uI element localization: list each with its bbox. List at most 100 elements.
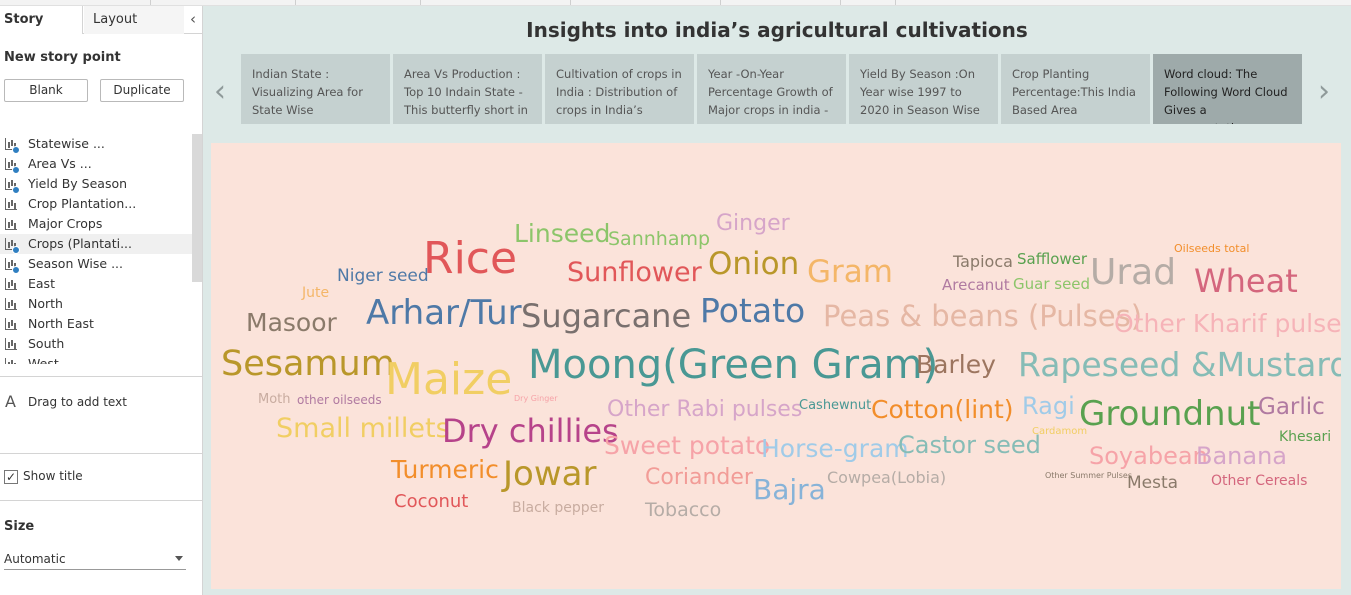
- word-cloud-word[interactable]: Maize: [385, 354, 513, 405]
- story-point-tab[interactable]: Area Vs Production : Top 10 Indain State…: [393, 54, 542, 124]
- word-cloud-word[interactable]: Cotton(lint): [871, 395, 1014, 424]
- word-cloud-word[interactable]: Moong(Green Gram): [528, 342, 939, 388]
- sheet-item[interactable]: West: [0, 354, 202, 364]
- word-cloud-word[interactable]: Bajra: [753, 473, 826, 506]
- previous-story-point-chevron-left-icon[interactable]: ‹: [214, 74, 226, 109]
- story-point-tab[interactable]: Indian State : Visualizing Area for Stat…: [241, 54, 390, 124]
- story-point-tab[interactable]: Cultivation of crops in India : Distribu…: [545, 54, 694, 124]
- story-point-tab[interactable]: Year -On-Year Percentage Growth of Major…: [697, 54, 846, 124]
- duplicate-button[interactable]: Duplicate: [100, 79, 184, 102]
- bar-chart-sheet-icon: [5, 278, 17, 290]
- word-cloud-word[interactable]: Garlic: [1258, 394, 1325, 420]
- bar-chart-sheet-icon: [5, 238, 17, 250]
- word-cloud-word[interactable]: Sweet potato: [604, 431, 771, 460]
- word-cloud-word[interactable]: Turmeric: [391, 455, 499, 484]
- word-cloud-word[interactable]: Tapioca: [953, 252, 1013, 271]
- sheet-item[interactable]: South: [0, 334, 202, 354]
- word-cloud-word[interactable]: Groundnut: [1079, 394, 1261, 434]
- word-cloud-word[interactable]: Coriander: [645, 465, 753, 490]
- word-cloud-word[interactable]: Guar seed: [1013, 275, 1091, 293]
- word-cloud-word[interactable]: Ragi: [1022, 392, 1075, 420]
- word-cloud-word[interactable]: Ginger: [716, 211, 790, 236]
- word-cloud-word[interactable]: Dry Ginger: [514, 394, 558, 403]
- sheet-list-scrollbar[interactable]: [192, 134, 202, 282]
- divider: [0, 500, 202, 501]
- word-cloud-word[interactable]: Moth: [258, 392, 291, 407]
- word-cloud-word[interactable]: Other Cereals: [1211, 473, 1308, 489]
- tab-layout[interactable]: Layout: [84, 6, 184, 34]
- blank-button[interactable]: Blank: [4, 79, 88, 102]
- word-cloud-word[interactable]: Other Summer Pulses: [1045, 471, 1132, 480]
- sheet-item-label: West: [28, 356, 59, 364]
- word-cloud-word[interactable]: Sugarcane: [521, 297, 692, 335]
- size-heading: Size: [4, 519, 35, 534]
- word-cloud-word[interactable]: Castor seed: [898, 431, 1041, 459]
- sheet-item[interactable]: Major Crops: [0, 214, 202, 234]
- sheet-item[interactable]: Yield By Season: [0, 174, 202, 194]
- word-cloud-word[interactable]: Arecanut: [942, 276, 1010, 294]
- story-point-navigator: Indian State : Visualizing Area for Stat…: [241, 54, 1307, 124]
- word-cloud-word[interactable]: Jowar: [503, 454, 597, 494]
- word-cloud-word[interactable]: Tobacco: [645, 499, 722, 521]
- sheet-item-label: Statewise ...: [28, 136, 105, 151]
- word-cloud-word[interactable]: Jute: [302, 285, 330, 301]
- sheet-item-label: Crop Plantation...: [28, 196, 137, 211]
- word-cloud-word[interactable]: Masoor: [246, 308, 337, 337]
- word-cloud-word[interactable]: Linseed: [514, 219, 611, 248]
- strip-tick: [840, 0, 841, 5]
- story-point-tab[interactable]: Word cloud: The Following Word Cloud Giv…: [1153, 54, 1302, 124]
- word-cloud-word[interactable]: Niger seed: [337, 266, 429, 286]
- word-cloud-word[interactable]: Cowpea(Lobia): [827, 468, 947, 487]
- word-cloud-word[interactable]: Safflower: [1017, 250, 1088, 268]
- word-cloud-word[interactable]: Barley: [916, 350, 996, 379]
- word-cloud-word[interactable]: Onion: [708, 246, 800, 282]
- sheet-item[interactable]: Season Wise ...: [0, 254, 202, 274]
- word-cloud-word[interactable]: Khesari: [1279, 429, 1332, 445]
- word-cloud-word[interactable]: Potato: [700, 291, 806, 330]
- story-canvas: Insights into india’s agricultural culti…: [203, 6, 1351, 595]
- word-cloud-word[interactable]: Horse-gram: [761, 434, 909, 463]
- word-cloud-word[interactable]: Cashewnut: [799, 398, 872, 413]
- collapse-pane-chevron-left-icon[interactable]: ‹: [190, 10, 196, 28]
- sheet-item[interactable]: Statewise ...: [0, 134, 202, 154]
- word-cloud-word[interactable]: Arhar/Tur: [366, 293, 522, 333]
- in-use-check-icon: [12, 186, 20, 194]
- word-cloud-word[interactable]: Sunflower: [567, 257, 702, 288]
- word-cloud-word[interactable]: Coconut: [394, 491, 469, 512]
- show-title-label[interactable]: Show title: [23, 469, 83, 483]
- show-title-checkbox[interactable]: ✓: [4, 470, 18, 484]
- word-cloud-word[interactable]: Other Rabi pulses: [607, 397, 803, 422]
- tab-story[interactable]: Story: [0, 6, 83, 34]
- next-story-point-chevron-right-icon[interactable]: ›: [1318, 74, 1330, 109]
- word-cloud-word[interactable]: Mesta: [1127, 473, 1179, 493]
- word-cloud-word[interactable]: Rice: [423, 233, 518, 284]
- drag-to-add-text[interactable]: Drag to add text: [28, 395, 127, 409]
- story-point-tab[interactable]: Yield By Season :On Year wise 1997 to 20…: [849, 54, 998, 124]
- sheet-item[interactable]: North East: [0, 314, 202, 334]
- word-cloud-word[interactable]: Black pepper: [512, 500, 604, 516]
- word-cloud-word[interactable]: Banana: [1196, 442, 1288, 470]
- word-cloud-word[interactable]: Oilseeds total: [1174, 242, 1250, 255]
- word-cloud-word[interactable]: Dry chillies: [442, 412, 619, 450]
- sheet-item[interactable]: Crop Plantation...: [0, 194, 202, 214]
- word-cloud-word[interactable]: Urad: [1090, 252, 1177, 293]
- size-dropdown[interactable]: Automatic: [4, 550, 186, 570]
- word-cloud-word[interactable]: Peas & beans (Pulses): [823, 299, 1143, 333]
- word-cloud-word[interactable]: Small millets: [276, 413, 450, 444]
- sheet-item[interactable]: East: [0, 274, 202, 294]
- word-cloud-word[interactable]: Soyabean: [1089, 442, 1208, 470]
- sheet-item[interactable]: Crops (Plantati...: [0, 234, 202, 254]
- top-toolbar-strip: [0, 0, 1351, 6]
- sheet-item[interactable]: North: [0, 294, 202, 314]
- word-cloud-word[interactable]: Sesamum: [221, 344, 395, 384]
- word-cloud-word[interactable]: other oilseeds: [297, 393, 382, 407]
- sheet-item-label: East: [28, 276, 55, 291]
- story-point-tab[interactable]: Crop Planting Percentage:This India Base…: [1001, 54, 1150, 124]
- word-cloud-word[interactable]: Wheat: [1194, 262, 1298, 300]
- sheet-item[interactable]: Area Vs ...: [0, 154, 202, 174]
- word-cloud-word[interactable]: Sannhamp: [608, 228, 711, 250]
- word-cloud-word[interactable]: Other Kharif pulses: [1114, 309, 1341, 338]
- word-cloud-word[interactable]: Rapeseed &Mustard: [1018, 345, 1341, 384]
- word-cloud-word[interactable]: Cardamom: [1032, 426, 1088, 437]
- word-cloud-word[interactable]: Gram: [807, 254, 893, 290]
